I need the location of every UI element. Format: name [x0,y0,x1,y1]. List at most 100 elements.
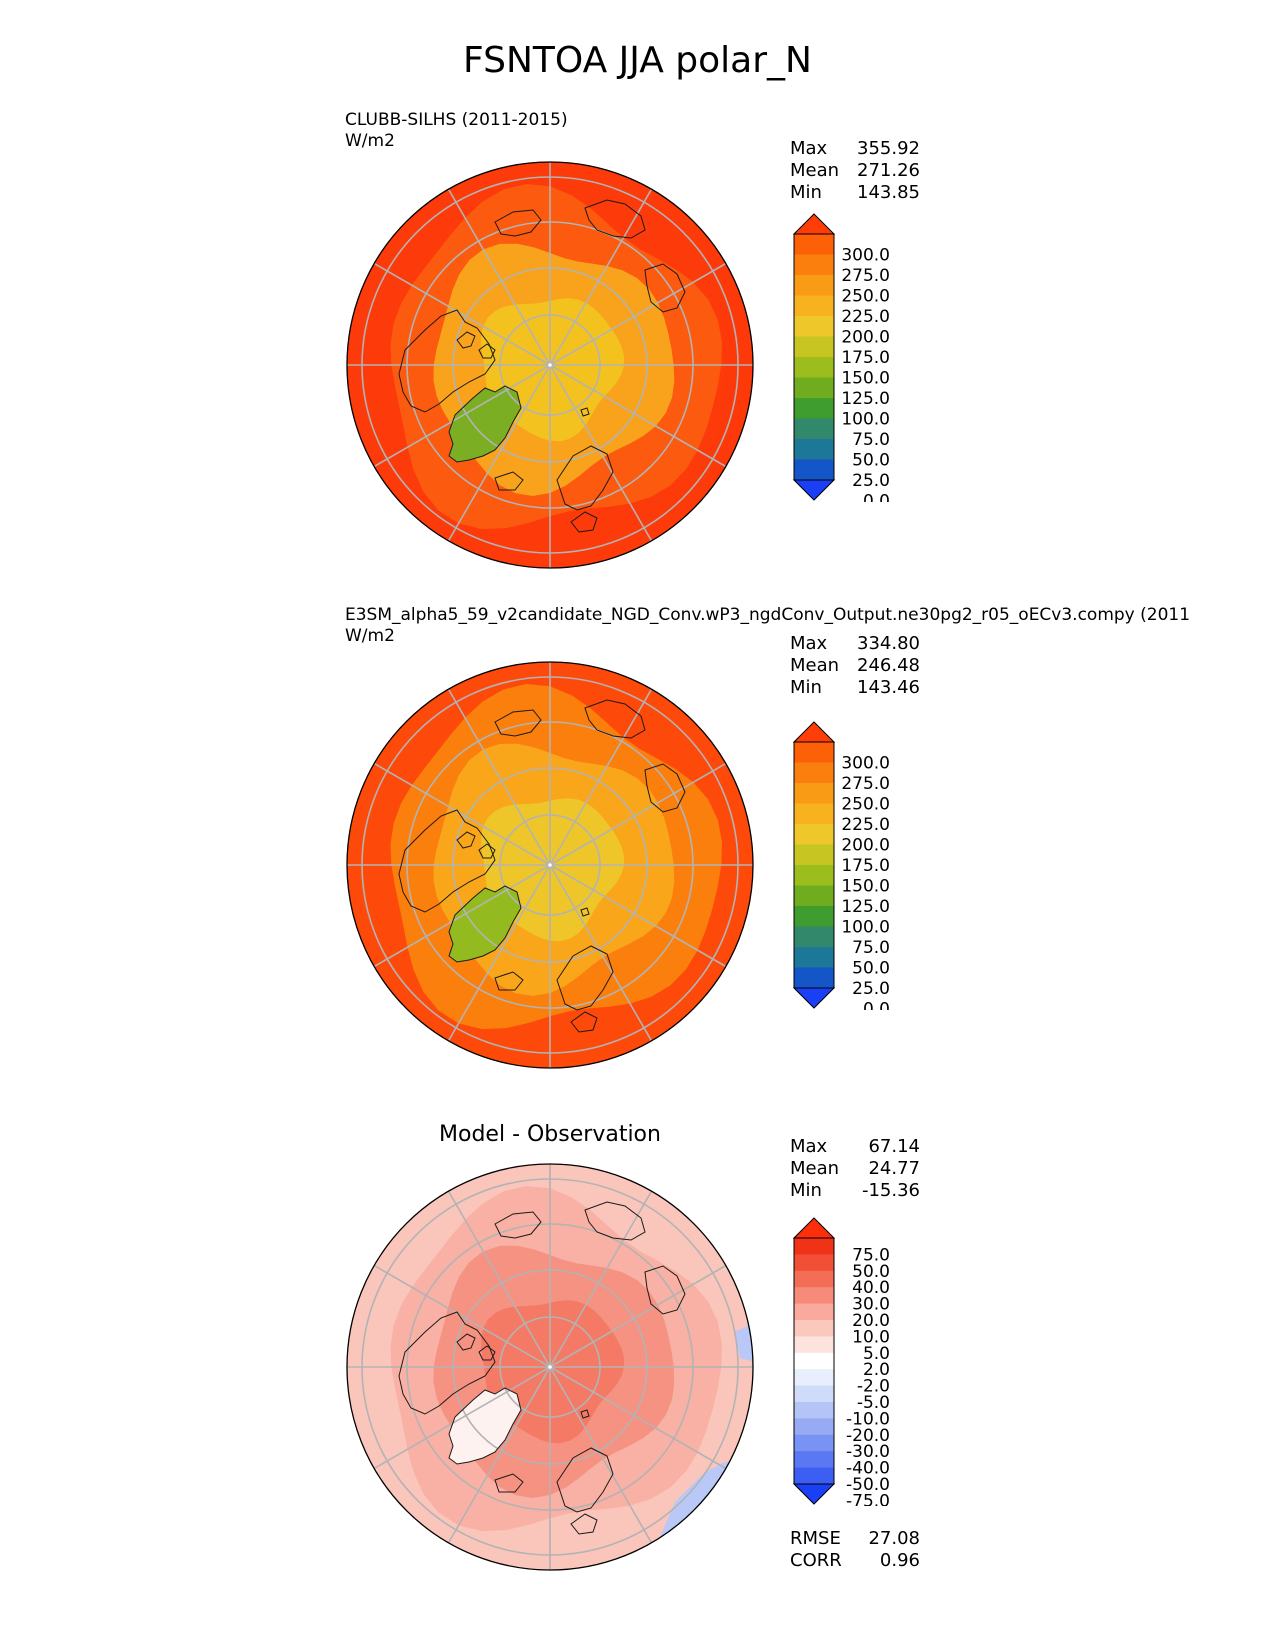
colorbar-tick-label: 200.0 [841,328,890,348]
stat-value: 143.46 [857,677,920,698]
colorbar-swatch [794,1238,834,1255]
colorbar-tick-label: 50.0 [852,959,890,979]
colorbar-tick-label: -20.0 [846,1426,890,1446]
colorbar-swatch [794,275,834,296]
stat-value: -15.36 [861,1180,920,1201]
polar-map [346,661,754,1069]
colorbar-swatch [794,1270,834,1288]
stat-label: Max [790,138,828,159]
stat-label: Max [790,633,828,654]
panel-title: E3SM_alpha5_59_v2candidate_NGD_Conv.wP3_… [345,605,1190,647]
longitude-line [444,182,551,366]
panel-test: CLUBB-SILHS (2011-2015) W/m2 Max 355.92 M… [0,110,1275,600]
colorbar-frame [793,1237,835,1485]
coastline [398,309,496,413]
colorbar-tick-label: 75.0 [852,938,890,958]
colorbar-tick-label: 175.0 [841,348,890,368]
coastline [556,945,614,1011]
colorbar-swatch [794,1418,834,1436]
colorbar-tick-label: 225.0 [841,307,890,327]
colorbar-swatch [794,783,834,804]
colorbar-tick-label: -75.0 [846,1491,890,1506]
coastline [556,445,614,511]
colorbar-swatch [794,439,834,460]
colorbar-tick-label: 275.0 [841,774,890,794]
polar-map [346,161,754,569]
stat-label: Mean [790,1158,840,1179]
colorbar-frame [793,741,835,989]
longitude-line [367,364,551,471]
colorbar-tick-label: 0.0 [863,492,890,503]
colorbar: 300.0275.0250.0225.0200.0175.0150.0125.0… [792,721,890,1011]
colorbar-swatch [794,742,834,763]
stat-label: Min [790,182,822,203]
figure-title: FSNTOA JJA polar_N [463,40,812,81]
colorbar-tick-label: 300.0 [841,246,890,266]
panel-title: Model - Observation [439,1122,661,1147]
map-boundary [346,1163,754,1571]
colorbar-swatch [794,1352,834,1370]
longitude-line [549,1366,656,1550]
colorbar-tick-label: 250.0 [841,287,890,307]
colorbar-tick-label: 75.0 [852,1245,890,1265]
longitude-line [367,864,551,971]
colorbar-tick-label: 250.0 [841,795,890,815]
colorbar-swatch [794,967,834,989]
longitude-line [444,1366,551,1550]
colorbar-tick-label: 75.0 [852,430,890,450]
coastline [494,209,542,237]
panel-reference: E3SM_alpha5_59_v2candidate_NGD_Conv.wP3_… [0,605,1275,1095]
colorbar-swatch [794,316,834,337]
field-layer [347,1164,753,1570]
stat-value: 355.92 [857,138,920,159]
colorbar-tick-label: 0.0 [863,1000,890,1011]
longitude-line [549,364,733,471]
polar-map [346,1163,754,1571]
colorbar-tick-label: 50.0 [852,1262,890,1282]
colorbar-swatch [794,357,834,378]
stats-block: Max 355.92 Mean 271.26 Min 143.85 [790,138,920,204]
greenland-field [449,886,521,962]
colorbar-swatch [794,885,834,907]
colorbar-tick-label: 25.0 [852,979,890,999]
longitude-line [549,864,656,1048]
colorbar-tick-label: 200.0 [841,836,890,856]
colorbar-extend-max [792,1217,836,1239]
stat-value: 246.48 [857,655,920,676]
colorbar-tick-label: 300.0 [841,754,890,774]
colorbar-tick-label: -10.0 [846,1409,890,1429]
stat-label: Mean [790,655,840,676]
colorbar-tick-label: 40.0 [852,1278,890,1298]
coastline [580,1409,590,1419]
coastline [456,1333,476,1351]
stats-block: Max 67.14 Mean 24.77 Min -15.36 [790,1136,920,1202]
panel-units: W/m2 [345,131,395,151]
stat-label: Min [790,1180,822,1201]
colorbar-swatch [794,824,834,845]
colorbar-swatch [794,1369,834,1387]
coastline [448,885,522,963]
colorbar-swatch [794,1467,834,1485]
colorbar-tick-label: -50.0 [846,1475,890,1495]
coastline [580,907,590,917]
colorbar-extend-min [792,479,836,501]
colorbar-swatch [794,1320,834,1337]
stat-value: 271.26 [857,160,920,181]
coastline [570,511,598,533]
colorbar-tick-label: -30.0 [846,1442,890,1462]
colorbar-swatch [794,947,834,968]
metric-value: 0.96 [879,1550,920,1571]
colorbar-swatch [794,377,834,399]
field-layer [347,162,753,568]
coastline [398,1311,496,1415]
stat-label: Max [790,1136,828,1157]
colorbar-swatch [794,459,834,481]
colorbar-tick-label: 125.0 [841,389,890,409]
panel-title: CLUBB-SILHS (2011-2015) W/m2 [345,110,568,152]
coastline [448,1387,522,1465]
greenland-field [449,1388,521,1464]
colorbar-swatch [794,398,834,419]
coastline [456,831,476,849]
pole-marker [548,1365,552,1369]
colorbar-tick-label: 100.0 [841,918,890,938]
